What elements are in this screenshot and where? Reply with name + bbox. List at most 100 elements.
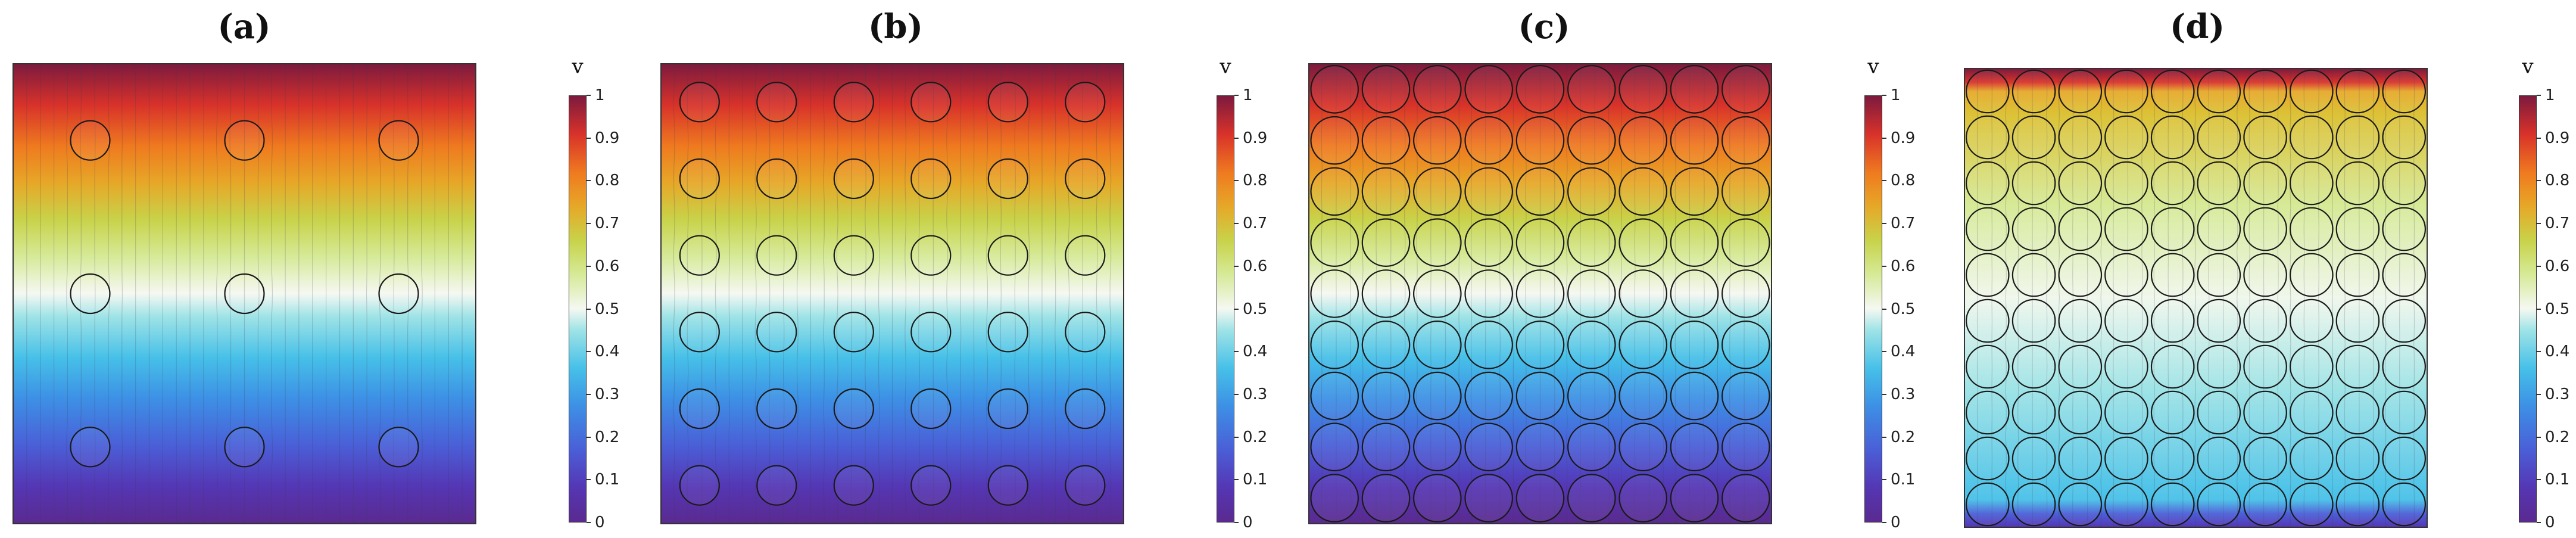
streamline	[2168, 68, 2169, 528]
colorbar	[2519, 95, 2537, 523]
colorbar-tick-mark	[587, 137, 591, 139]
streamline	[1512, 63, 1514, 524]
inclusion-circle	[1722, 320, 1770, 369]
inclusion-circle	[1310, 167, 1359, 216]
panel-b	[660, 63, 1124, 524]
inclusion-circle	[1722, 269, 1770, 318]
streamline	[1444, 63, 1446, 524]
colorbar-title: v	[572, 55, 584, 79]
streamline	[2005, 68, 2007, 528]
colorbar-tick-mark	[1234, 137, 1239, 139]
streamline	[1096, 63, 1098, 524]
inclusion-circle	[2243, 69, 2287, 114]
colorbar-tick-label: 0.1	[595, 471, 620, 489]
streamline	[2100, 68, 2102, 528]
colorbar-tick-mark	[1882, 479, 1886, 481]
inclusion-circle	[2335, 390, 2380, 435]
colorbar-tick-label: 0.3	[1243, 385, 1268, 403]
inclusion-circle	[833, 388, 874, 430]
streamline	[121, 64, 123, 524]
streamline	[2372, 68, 2374, 528]
inclusion-circle	[2335, 298, 2380, 343]
inclusion-circle	[2290, 390, 2334, 435]
inclusion-circle	[679, 82, 720, 123]
colorbar-tick-label: 0.2	[595, 428, 620, 446]
inclusion-circle	[1567, 218, 1616, 268]
inclusion-circle	[1966, 390, 2010, 435]
panel-frame	[13, 63, 476, 524]
streamline	[878, 64, 880, 524]
colorbar-tick-label: 0.4	[1243, 343, 1268, 361]
inclusion-circle	[1722, 65, 1770, 114]
inclusion-circle	[2197, 161, 2241, 206]
inclusion-circle	[1413, 422, 1462, 472]
colorbar-title: v	[1220, 55, 1231, 79]
inclusion-circle	[1413, 116, 1462, 165]
inclusion-circle	[2104, 115, 2148, 160]
streamline	[2017, 68, 2019, 528]
colorbar-tick-label: 1	[1891, 86, 1901, 104]
inclusion-circle	[2011, 436, 2056, 481]
streamline	[1729, 63, 1731, 524]
inclusion-circle	[1361, 65, 1411, 114]
inclusion-circle	[1722, 218, 1770, 268]
inclusion-circle	[2104, 253, 2148, 297]
colorbar-tick-mark	[1882, 393, 1886, 395]
streamline	[229, 64, 232, 524]
inclusion-circle	[2243, 436, 2287, 481]
inclusion-circle	[1515, 167, 1565, 216]
inclusion-circle	[679, 388, 720, 430]
inclusion-circle	[1413, 218, 1462, 268]
inclusion-circle	[910, 158, 952, 200]
inclusion-circle	[1567, 269, 1616, 318]
inclusion-circle	[2150, 115, 2195, 160]
streamline	[754, 63, 757, 524]
inclusion-circle	[1515, 65, 1565, 114]
streamline	[2236, 68, 2238, 528]
streamline	[2141, 68, 2143, 528]
colorbar	[1217, 95, 1234, 523]
streamline	[2045, 68, 2048, 528]
inclusion-circle	[1361, 218, 1411, 268]
inclusion-circle	[2335, 482, 2380, 527]
inclusion-circle	[70, 427, 111, 468]
streamline	[2113, 68, 2115, 528]
inclusion-circle	[2104, 207, 2148, 251]
inclusion-circle	[2290, 344, 2334, 389]
inclusion-circle	[1310, 320, 1359, 369]
colorbar-tick-mark	[1882, 436, 1886, 438]
inclusion-circle	[2058, 207, 2103, 251]
inclusion-circle	[2290, 482, 2334, 527]
inclusion-circle	[1361, 116, 1411, 165]
inclusion-circle	[910, 235, 952, 276]
inclusion-circle	[1413, 269, 1462, 318]
colorbar-tick-mark	[2537, 436, 2541, 438]
inclusion-circle	[2104, 482, 2148, 527]
colorbar-tick-label: 0.7	[2545, 214, 2570, 233]
streamline	[1068, 63, 1070, 524]
streamline	[1349, 63, 1351, 524]
panel-frame	[1308, 63, 1772, 524]
streamline	[796, 63, 799, 524]
inclusions	[1310, 65, 1770, 523]
streamline	[946, 63, 949, 524]
streamline	[1404, 63, 1406, 524]
streamline	[2182, 68, 2184, 528]
inclusion-circle	[2150, 207, 2195, 251]
inclusion-circle	[378, 273, 419, 315]
inclusion-circle	[833, 312, 874, 353]
inclusion-circle	[2243, 298, 2287, 343]
colorbar-tick-mark	[587, 436, 591, 438]
colorbar-tick-label: 0.4	[1891, 343, 1916, 361]
colorbar-tick-label: 0	[595, 514, 605, 531]
streamline	[960, 64, 962, 524]
inclusion-circle	[1310, 218, 1359, 268]
inclusion-circle	[1966, 115, 2010, 160]
colorbar-tick-label: 0.6	[1243, 257, 1268, 275]
inclusion-circle	[2197, 390, 2241, 435]
inclusion-circle	[2150, 69, 2195, 114]
inclusion-circle	[1464, 320, 1514, 369]
inclusion-circle	[378, 427, 419, 468]
panel-frame	[1964, 68, 2428, 528]
colorbar-tick-mark	[1882, 137, 1886, 139]
